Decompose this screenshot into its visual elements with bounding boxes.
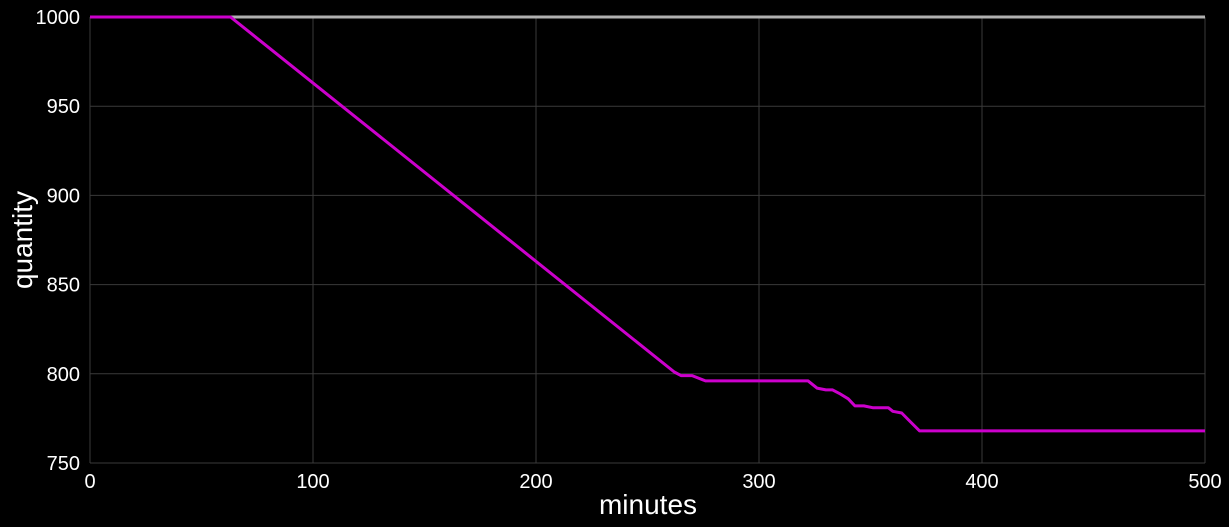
series-line-2 bbox=[90, 15, 1205, 433]
x-tick-label: 500 bbox=[1188, 471, 1221, 493]
y-tick-label: 950 bbox=[47, 96, 80, 118]
y-tick-label: 850 bbox=[47, 275, 80, 297]
x-tick-label: 100 bbox=[296, 471, 329, 493]
y-tick-label: 800 bbox=[47, 364, 80, 386]
x-tick-label: 200 bbox=[519, 471, 552, 493]
grid bbox=[89, 16, 1206, 464]
y-axis-label: quantity bbox=[7, 191, 38, 289]
x-axis-label: minutes bbox=[599, 489, 697, 520]
series-group bbox=[90, 15, 1205, 433]
x-tick-label: 400 bbox=[965, 471, 998, 493]
y-tick-label: 750 bbox=[47, 453, 80, 475]
y-tick-label: 900 bbox=[47, 185, 80, 207]
x-tick-label: 0 bbox=[84, 471, 95, 493]
tick-labels: 0 100 200 300 400 500 750 800 850 900 950 1000 bbox=[36, 7, 1222, 493]
x-tick-label: 300 bbox=[742, 471, 775, 493]
y-tick-label: 1000 bbox=[36, 7, 81, 29]
